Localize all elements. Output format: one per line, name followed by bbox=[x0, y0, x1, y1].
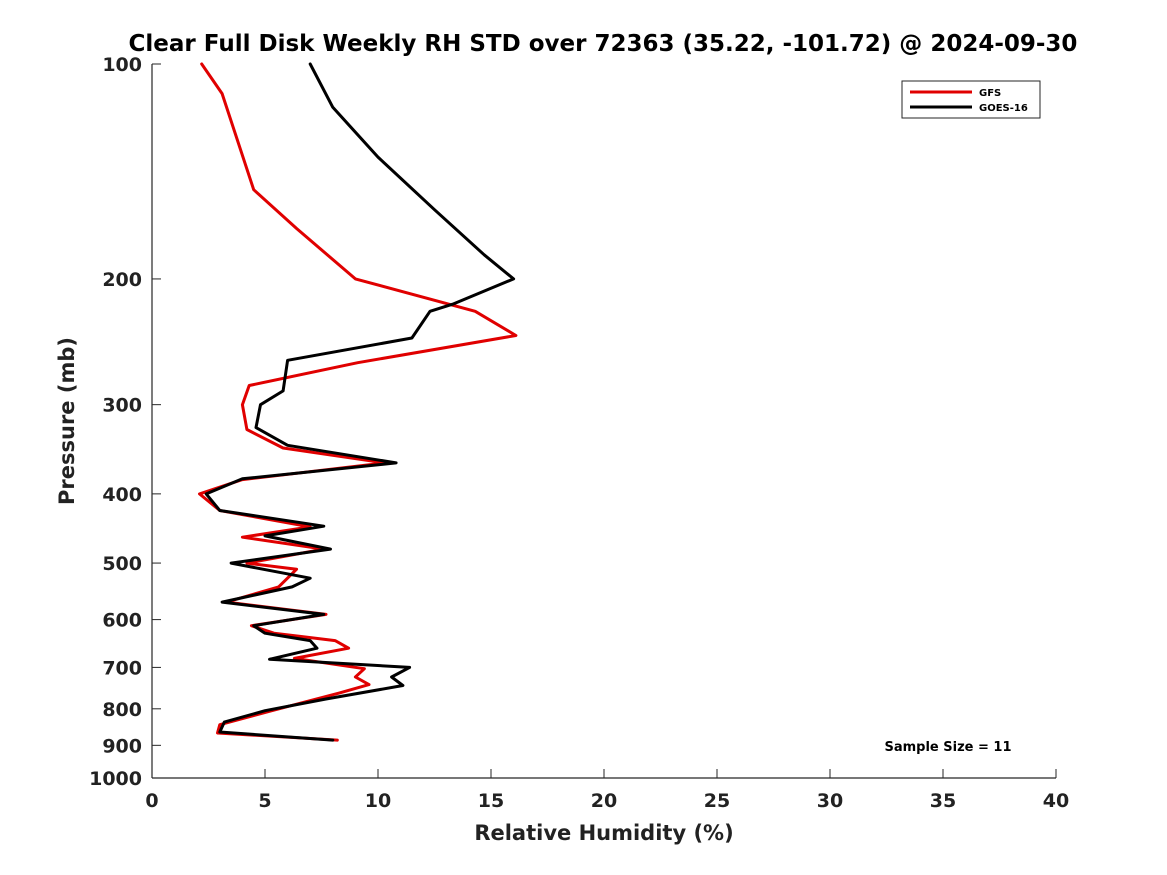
series-line-gfs bbox=[198, 62, 518, 742]
x-tick-label: 10 bbox=[365, 790, 391, 812]
y-tick-label: 100 bbox=[102, 54, 142, 76]
y-tick-label: 1000 bbox=[89, 768, 142, 790]
sample-size-annotation: Sample Size = 11 bbox=[884, 740, 1011, 755]
y-axis-label: Pressure (mb) bbox=[55, 337, 79, 505]
y-tick-label: 500 bbox=[102, 553, 142, 575]
y-tick-label: 900 bbox=[102, 735, 142, 757]
y-tick-label: 700 bbox=[102, 657, 142, 679]
y-tick-label: 600 bbox=[102, 610, 142, 632]
legend-label-goes-16: GOES-16 bbox=[979, 103, 1028, 114]
series-line-goes-16 bbox=[204, 62, 516, 742]
y-tick-label: 300 bbox=[102, 395, 142, 417]
x-tick-label: 40 bbox=[1043, 790, 1069, 812]
legend-label-gfs: GFS bbox=[979, 88, 1001, 99]
x-tick-label: 30 bbox=[817, 790, 843, 812]
y-tick-label: 200 bbox=[102, 269, 142, 291]
x-tick-label: 20 bbox=[591, 790, 617, 812]
x-axis-label: Relative Humidity (%) bbox=[474, 821, 733, 845]
x-tick-label: 35 bbox=[930, 790, 956, 812]
x-tick-label: 5 bbox=[258, 790, 271, 812]
legend-box bbox=[901, 80, 1041, 119]
chart-title: Clear Full Disk Weekly RH STD over 72363… bbox=[129, 31, 1078, 57]
y-tick-label: 800 bbox=[102, 699, 142, 721]
x-tick-label: 15 bbox=[478, 790, 504, 812]
x-tick-label: 0 bbox=[145, 790, 158, 812]
y-tick-label: 400 bbox=[102, 484, 142, 506]
x-tick-label: 25 bbox=[704, 790, 730, 812]
